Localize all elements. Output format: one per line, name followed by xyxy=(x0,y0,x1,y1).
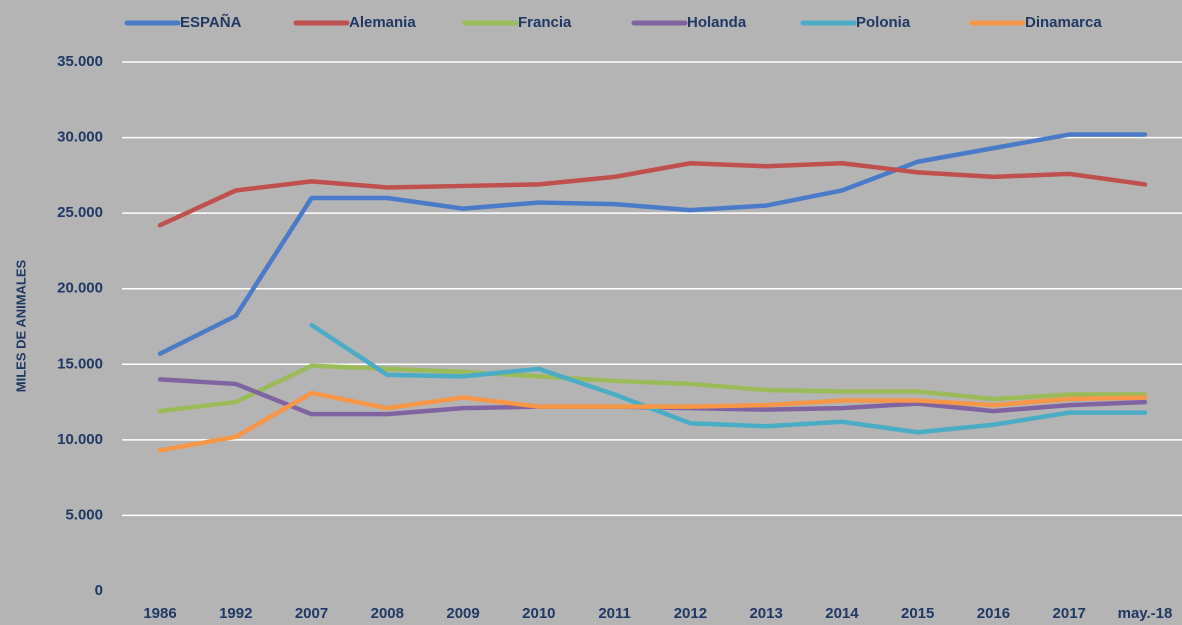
legend-label: Polonia xyxy=(856,14,911,31)
legend-label: Alemania xyxy=(349,14,416,31)
x-tick-label: may.-18 xyxy=(1118,605,1173,622)
y-tick-label: 25.000 xyxy=(57,204,103,221)
series-line xyxy=(157,390,1148,453)
legend-label: Holanda xyxy=(687,14,747,31)
y-tick-label: 20.000 xyxy=(57,280,103,297)
x-tick-label: 2007 xyxy=(295,605,328,622)
y-tick-label: 0 xyxy=(95,582,103,599)
y-tick-label: 15.000 xyxy=(57,355,103,372)
series-line xyxy=(157,161,1148,228)
legend-label: ESPAÑA xyxy=(180,13,242,31)
series-line xyxy=(309,322,1148,435)
x-tick-label: 1992 xyxy=(219,605,252,622)
y-tick-label: 30.000 xyxy=(57,129,103,146)
x-tick-label: 2009 xyxy=(446,605,479,622)
x-tick-label: 2016 xyxy=(977,605,1010,622)
x-tick-label: 2013 xyxy=(749,605,782,622)
x-tick-label: 2015 xyxy=(901,605,934,622)
y-tick-label: 10.000 xyxy=(57,431,103,448)
x-tick-label: 2012 xyxy=(674,605,707,622)
series-line xyxy=(157,363,1148,414)
x-tick-label: 2010 xyxy=(522,605,555,622)
x-tick-label: 1986 xyxy=(143,605,176,622)
series-line xyxy=(157,132,1148,356)
x-tick-label: 2014 xyxy=(825,605,859,622)
legend-label: Francia xyxy=(518,14,572,31)
legend-label: Dinamarca xyxy=(1025,14,1102,31)
x-tick-label: 2008 xyxy=(371,605,404,622)
x-tick-label: 2017 xyxy=(1053,605,1086,622)
y-tick-label: 5.000 xyxy=(65,506,103,523)
x-tick-label: 2011 xyxy=(598,605,631,622)
y-tick-label: 35.000 xyxy=(57,53,103,70)
y-axis-label: MILES DE ANIMALES xyxy=(13,259,28,392)
